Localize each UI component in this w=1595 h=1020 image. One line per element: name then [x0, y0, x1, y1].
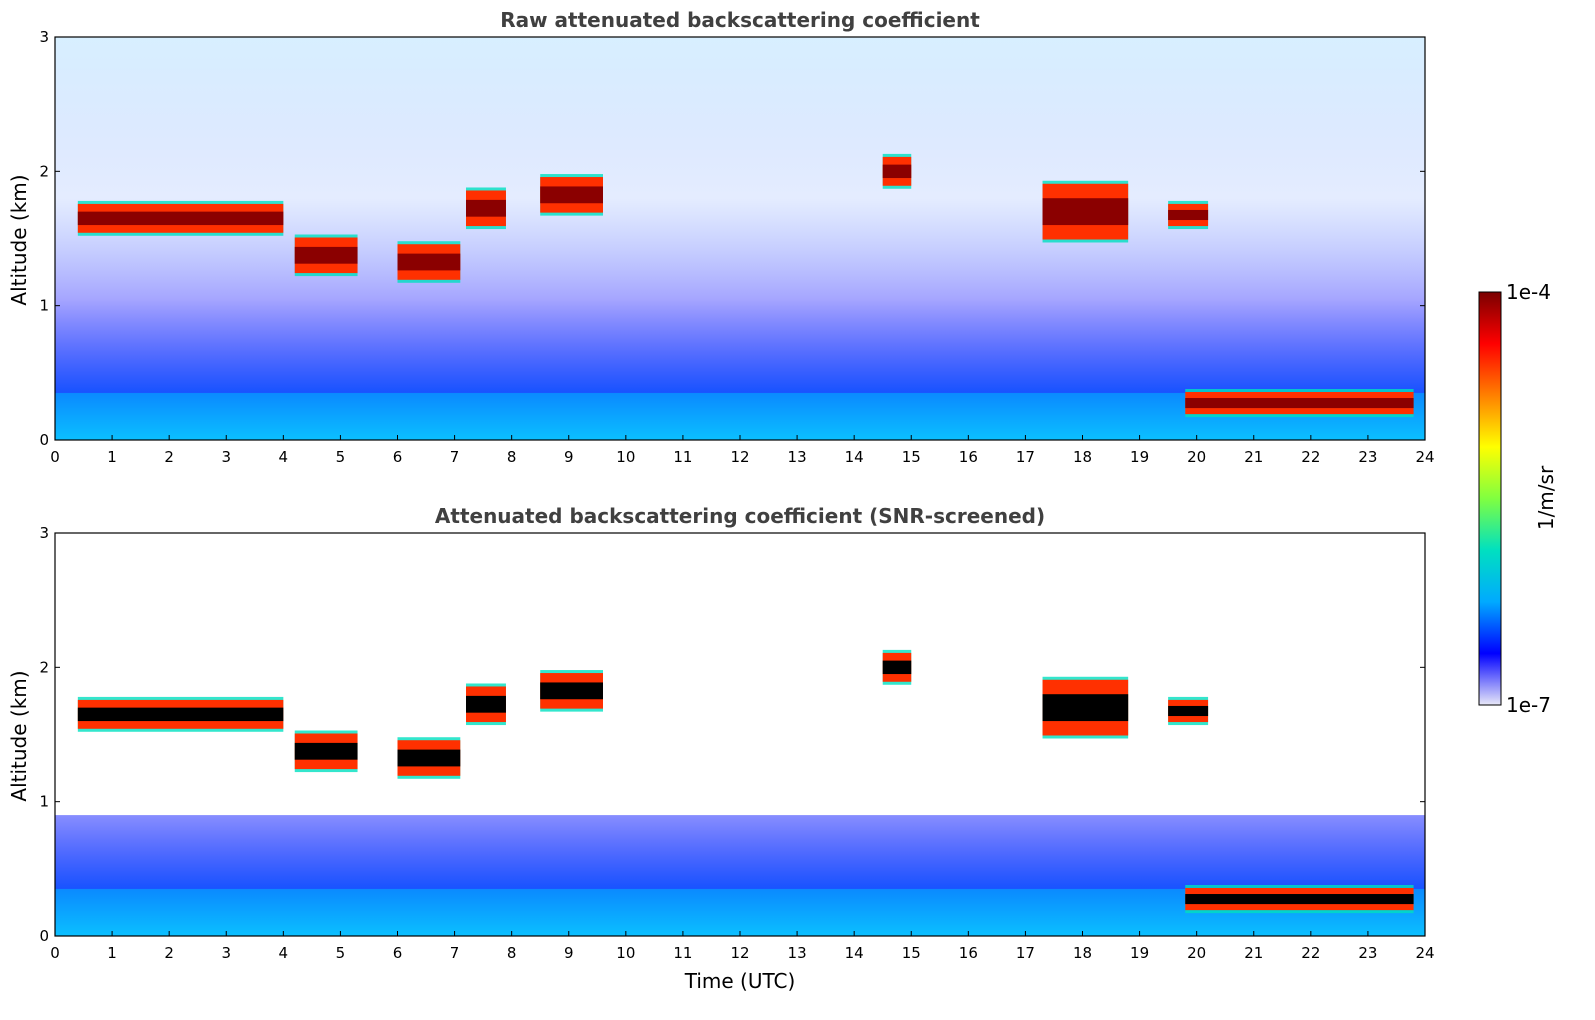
x-tick-label: 17	[1016, 448, 1035, 466]
x-tick-label: 4	[279, 944, 289, 962]
x-tick-label: 5	[336, 448, 346, 466]
x-tick-label: 11	[673, 944, 692, 962]
y-tick-label: 1	[39, 793, 49, 811]
panel-screened: Attenuated backscattering coefficient (S…	[7, 504, 1435, 993]
background-signal	[55, 37, 1425, 440]
x-tick-label: 9	[564, 944, 574, 962]
x-tick-label: 18	[1073, 944, 1092, 962]
cloud-layer	[1185, 884, 1414, 914]
x-tick-label: 6	[393, 448, 403, 466]
x-tick-label: 7	[450, 944, 460, 962]
y-tick-label: 0	[39, 431, 49, 449]
y-tick-label: 1	[39, 297, 49, 315]
x-tick-label: 19	[1130, 944, 1149, 962]
cloud-layer	[397, 737, 461, 779]
cloud-layer	[294, 234, 358, 277]
raw-panel-title: Raw attenuated backscattering coefficien…	[500, 8, 980, 32]
cloud-layer	[466, 187, 506, 230]
cloud-layer	[1168, 200, 1209, 230]
colorbar-unit-label: 1/m/sr	[1534, 465, 1558, 530]
x-tick-label: 23	[1358, 448, 1377, 466]
x-axis-label: Time (UTC)	[684, 969, 796, 993]
x-tick-label: 13	[788, 944, 807, 962]
x-tick-label: 6	[393, 944, 403, 962]
x-tick-label: 16	[959, 448, 978, 466]
x-tick-label: 4	[279, 448, 289, 466]
x-tick-label: 20	[1187, 944, 1206, 962]
x-tick-label: 2	[164, 448, 174, 466]
x-tick-label: 17	[1016, 944, 1035, 962]
cloud-layer	[882, 649, 912, 685]
x-tick-label: 0	[50, 944, 60, 962]
y-tick-label: 2	[39, 658, 49, 676]
x-tick-label: 15	[902, 448, 921, 466]
cloud-layer	[1042, 180, 1129, 243]
colorbar-max-label: 1e-4	[1506, 280, 1551, 304]
x-tick-label: 3	[221, 944, 231, 962]
cloud-layer	[77, 696, 284, 732]
cloud-layer	[294, 730, 358, 773]
cloud-layer	[77, 200, 284, 236]
x-tick-label: 1	[107, 944, 117, 962]
x-tick-label: 0	[50, 448, 60, 466]
x-tick-label: 24	[1415, 448, 1434, 466]
x-tick-label: 15	[902, 944, 921, 962]
x-tick-label: 2	[164, 944, 174, 962]
raw-y-axis-label: Altitude (km)	[7, 174, 31, 305]
x-tick-label: 16	[959, 944, 978, 962]
x-tick-label: 12	[730, 944, 749, 962]
cloud-layer	[466, 683, 506, 726]
cloud-layer	[1168, 696, 1209, 726]
cloud-layer	[540, 670, 603, 712]
cloud-layer	[1185, 388, 1414, 418]
x-tick-label: 23	[1358, 944, 1377, 962]
x-tick-label: 14	[845, 448, 864, 466]
panel-raw: Raw attenuated backscattering coefficien…	[7, 8, 1435, 466]
x-tick-label: 14	[845, 944, 864, 962]
x-tick-label: 20	[1187, 448, 1206, 466]
cloud-layer	[540, 174, 603, 216]
x-tick-label: 5	[336, 944, 346, 962]
raw-y-ticks: 0 1 2 3	[39, 28, 1425, 449]
colorbar-min-label: 1e-7	[1506, 693, 1551, 717]
x-tick-label: 21	[1244, 448, 1263, 466]
colorbar-gradient	[1478, 291, 1502, 706]
x-tick-label: 12	[730, 448, 749, 466]
x-tick-label: 8	[507, 448, 517, 466]
x-tick-label: 10	[616, 448, 635, 466]
cloud-layer	[1042, 676, 1129, 739]
x-tick-label: 18	[1073, 448, 1092, 466]
screened-out-region	[55, 533, 1425, 816]
raw-heatmap-area	[55, 37, 1425, 440]
x-tick-label: 1	[107, 448, 117, 466]
screened-panel-title: Attenuated backscattering coefficient (S…	[435, 504, 1045, 528]
x-tick-label: 22	[1301, 944, 1320, 962]
cloud-layer	[397, 241, 461, 283]
x-tick-label: 8	[507, 944, 517, 962]
screened-y-ticks: 0 1 2 3	[39, 524, 1425, 945]
screened-x-ticks: 0 1 2 3 4 5 6 7 8 9 10 11 12 13 14 15 16 17 18 19 20 21 22 23 24	[50, 931, 1435, 962]
x-tick-label: 24	[1415, 944, 1434, 962]
y-tick-label: 2	[39, 162, 49, 180]
screened-heatmap-area	[55, 533, 1425, 936]
screened-y-axis-label: Altitude (km)	[7, 670, 31, 801]
x-tick-label: 11	[673, 448, 692, 466]
cloud-layer	[882, 153, 912, 189]
x-tick-label: 13	[788, 448, 807, 466]
y-tick-label: 3	[39, 524, 49, 542]
y-tick-label: 0	[39, 927, 49, 945]
colorbar: 1e-4 1e-7 1/m/sr	[1478, 280, 1558, 717]
x-tick-label: 22	[1301, 448, 1320, 466]
raw-x-ticks: 0 1 2 3 4 5 6 7 8 9 10 11 12 13 14 15 16 17 18 19 20 21 22 23 24	[50, 435, 1435, 466]
x-tick-label: 19	[1130, 448, 1149, 466]
x-tick-label: 9	[564, 448, 574, 466]
x-tick-label: 21	[1244, 944, 1263, 962]
x-tick-label: 10	[616, 944, 635, 962]
x-tick-label: 7	[450, 448, 460, 466]
x-tick-label: 3	[221, 448, 231, 466]
y-tick-label: 3	[39, 28, 49, 46]
